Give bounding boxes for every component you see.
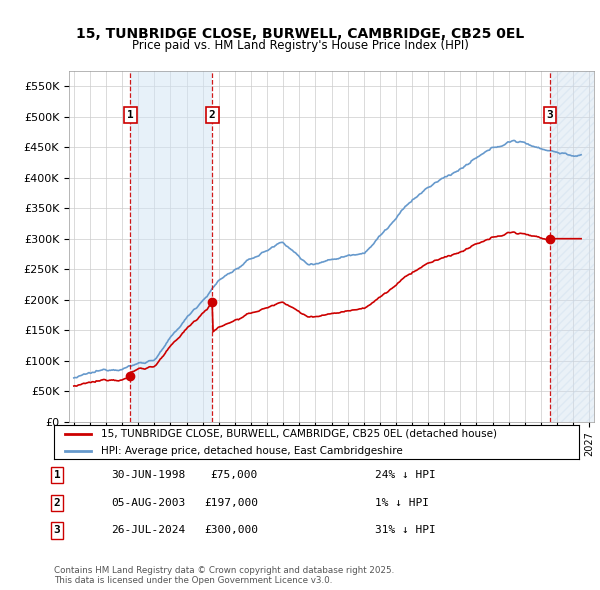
Text: 15, TUNBRIDGE CLOSE, BURWELL, CAMBRIDGE, CB25 0EL (detached house): 15, TUNBRIDGE CLOSE, BURWELL, CAMBRIDGE,…: [101, 429, 497, 439]
Text: 1% ↓ HPI: 1% ↓ HPI: [375, 498, 429, 507]
Text: 05-AUG-2003: 05-AUG-2003: [111, 498, 185, 507]
Text: 15, TUNBRIDGE CLOSE, BURWELL, CAMBRIDGE, CB25 0EL: 15, TUNBRIDGE CLOSE, BURWELL, CAMBRIDGE,…: [76, 27, 524, 41]
Bar: [550, 71, 594, 422]
Text: £300,000: £300,000: [204, 526, 258, 535]
Text: £75,000: £75,000: [211, 470, 258, 480]
Bar: [130, 71, 212, 422]
Text: Price paid vs. HM Land Registry's House Price Index (HPI): Price paid vs. HM Land Registry's House …: [131, 39, 469, 52]
Text: 2: 2: [209, 110, 215, 120]
Text: 30-JUN-1998: 30-JUN-1998: [111, 470, 185, 480]
Text: 1: 1: [127, 110, 134, 120]
Text: £197,000: £197,000: [204, 498, 258, 507]
Text: 1: 1: [53, 470, 61, 480]
Text: 26-JUL-2024: 26-JUL-2024: [111, 526, 185, 535]
Text: 31% ↓ HPI: 31% ↓ HPI: [375, 526, 436, 535]
Text: 3: 3: [53, 526, 61, 535]
Text: 3: 3: [547, 110, 553, 120]
Text: 24% ↓ HPI: 24% ↓ HPI: [375, 470, 436, 480]
Text: Contains HM Land Registry data © Crown copyright and database right 2025.
This d: Contains HM Land Registry data © Crown c…: [54, 566, 394, 585]
Text: 2: 2: [53, 498, 61, 507]
Text: HPI: Average price, detached house, East Cambridgeshire: HPI: Average price, detached house, East…: [101, 446, 403, 456]
